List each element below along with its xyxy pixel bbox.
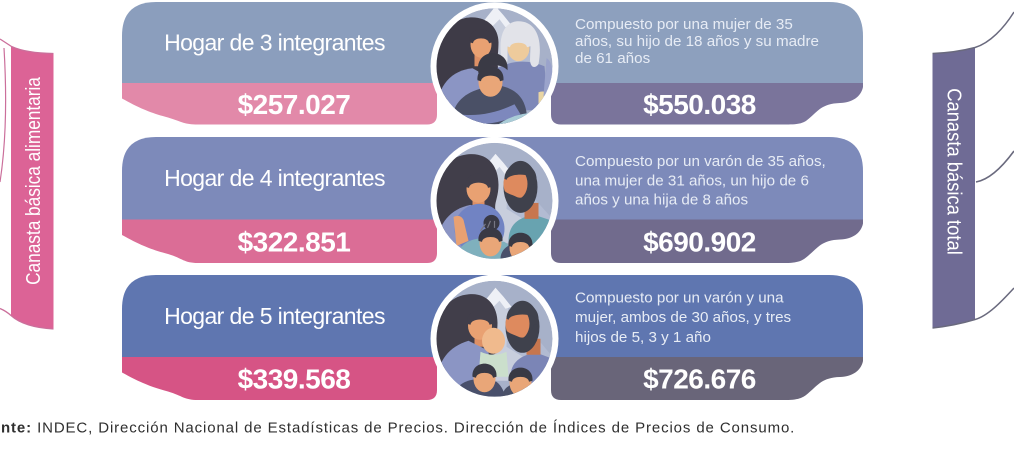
svg-text:Hogar de 4 integrantes: Hogar de 4 integrantes [164, 165, 385, 191]
svg-text:Hogar de 5 integrantes: Hogar de 5 integrantes [164, 303, 385, 329]
svg-text:$339.568: $339.568 [238, 364, 351, 395]
svg-text:Compuesto por una mujer de 35a: Compuesto por una mujer de 35 años, su hi… [575, 16, 819, 67]
svg-text:$257.027: $257.027 [238, 89, 351, 120]
svg-text:Hogar de 3 integrantes: Hogar de 3 integrantes [164, 29, 385, 55]
svg-text:Compuesto por un varón de 35 a: Compuesto por un varón de 35 años, una mu… [575, 153, 826, 209]
svg-text:$550.038: $550.038 [643, 89, 756, 120]
svg-text:$726.676: $726.676 [643, 364, 756, 395]
svg-text:$322.851: $322.851 [238, 226, 351, 257]
svg-text:$690.902: $690.902 [643, 226, 756, 257]
svg-text:Canasta básica total: Canasta básica total [942, 88, 964, 255]
svg-text:Canasta básica alimentaria: Canasta básica alimentaria [22, 77, 44, 285]
svg-text:nte: INDEC, Dirección Nacional: nte: INDEC, Dirección Nacional de Estadí… [1, 420, 795, 437]
